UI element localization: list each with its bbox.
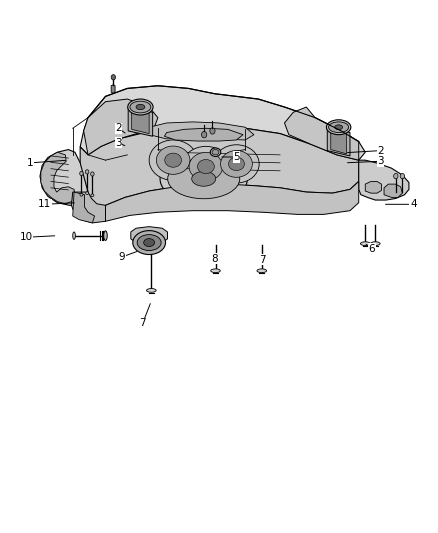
Text: 3: 3 — [115, 138, 122, 148]
Ellipse shape — [80, 193, 83, 196]
Text: 6: 6 — [368, 244, 375, 254]
Circle shape — [91, 172, 94, 176]
Ellipse shape — [73, 232, 75, 239]
Ellipse shape — [211, 269, 220, 272]
Text: 9: 9 — [119, 252, 125, 262]
Circle shape — [201, 132, 207, 138]
Polygon shape — [384, 184, 403, 197]
Ellipse shape — [149, 140, 197, 180]
Ellipse shape — [189, 152, 223, 181]
Polygon shape — [327, 127, 350, 156]
Polygon shape — [71, 192, 106, 223]
Polygon shape — [164, 128, 243, 141]
Ellipse shape — [130, 101, 151, 113]
Polygon shape — [84, 99, 158, 155]
Ellipse shape — [104, 231, 107, 240]
Ellipse shape — [182, 147, 230, 187]
Circle shape — [210, 128, 215, 134]
Ellipse shape — [335, 125, 343, 130]
Ellipse shape — [229, 157, 244, 171]
Ellipse shape — [133, 231, 166, 255]
Circle shape — [394, 173, 398, 179]
Circle shape — [80, 171, 83, 175]
Ellipse shape — [168, 159, 240, 199]
Text: 2: 2 — [377, 146, 384, 156]
Ellipse shape — [147, 288, 156, 292]
Polygon shape — [80, 86, 365, 160]
Text: 3: 3 — [377, 156, 384, 166]
Ellipse shape — [165, 153, 182, 167]
Polygon shape — [73, 192, 95, 223]
Ellipse shape — [328, 122, 349, 133]
Ellipse shape — [221, 150, 252, 177]
Polygon shape — [331, 128, 346, 154]
Ellipse shape — [91, 194, 94, 197]
Polygon shape — [132, 108, 149, 134]
Text: 5: 5 — [233, 152, 240, 162]
Ellipse shape — [85, 192, 88, 195]
Ellipse shape — [156, 146, 190, 174]
Polygon shape — [40, 150, 88, 205]
Ellipse shape — [210, 148, 221, 157]
Polygon shape — [128, 107, 152, 136]
Polygon shape — [149, 122, 254, 140]
Text: 7: 7 — [259, 255, 266, 264]
Polygon shape — [73, 127, 359, 213]
Polygon shape — [41, 152, 75, 204]
Polygon shape — [285, 107, 359, 160]
Polygon shape — [111, 85, 115, 93]
Polygon shape — [359, 160, 409, 200]
Text: 10: 10 — [19, 232, 32, 243]
Ellipse shape — [212, 150, 219, 155]
Text: 4: 4 — [410, 199, 417, 209]
Circle shape — [85, 169, 89, 174]
Text: 7: 7 — [139, 318, 146, 328]
Ellipse shape — [257, 269, 267, 272]
Polygon shape — [131, 227, 167, 244]
Text: 2: 2 — [115, 123, 122, 133]
Ellipse shape — [137, 235, 161, 251]
Polygon shape — [365, 181, 381, 193]
Polygon shape — [106, 181, 359, 221]
Circle shape — [111, 75, 116, 80]
Ellipse shape — [326, 120, 351, 135]
Ellipse shape — [160, 154, 247, 204]
Ellipse shape — [192, 171, 216, 186]
Ellipse shape — [371, 242, 380, 246]
Ellipse shape — [136, 104, 145, 110]
Text: 8: 8 — [211, 254, 218, 263]
Ellipse shape — [144, 239, 155, 247]
Ellipse shape — [360, 242, 370, 246]
Ellipse shape — [198, 159, 214, 174]
Ellipse shape — [128, 99, 153, 115]
Ellipse shape — [214, 145, 259, 183]
Text: 11: 11 — [38, 199, 51, 209]
Text: 1: 1 — [27, 158, 34, 168]
Circle shape — [400, 173, 405, 179]
